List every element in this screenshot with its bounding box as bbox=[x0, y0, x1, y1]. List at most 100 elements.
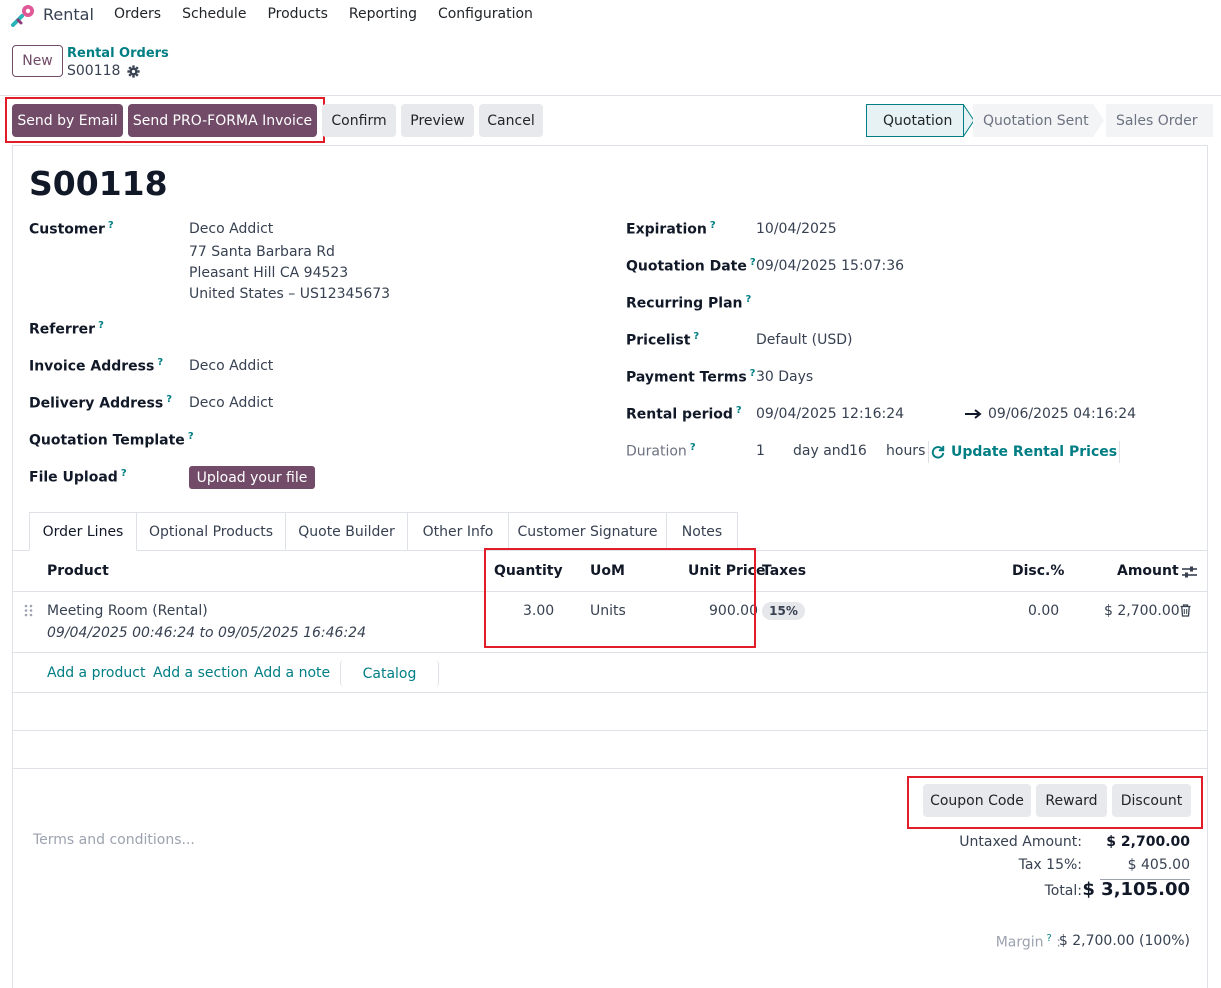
help-icon[interactable]: ? bbox=[749, 257, 756, 268]
tab-customer-signature[interactable]: Customer Signature bbox=[509, 512, 667, 551]
breadcrumb-current: S00118 bbox=[67, 63, 141, 79]
file-upload-label: File Upload? bbox=[29, 468, 127, 486]
help-icon[interactable]: ? bbox=[107, 220, 114, 231]
duration-days-field[interactable]: 1 bbox=[756, 443, 765, 459]
cancel-button[interactable]: Cancel bbox=[479, 104, 543, 137]
menu-configuration[interactable]: Configuration bbox=[437, 6, 533, 22]
tab-optional-products[interactable]: Optional Products bbox=[137, 512, 286, 551]
total-divider bbox=[1100, 879, 1190, 880]
add-note-link[interactable]: Add a note bbox=[254, 665, 331, 681]
payment-terms-field[interactable]: 30 Days bbox=[756, 369, 814, 385]
update-rental-prices-button[interactable]: Update Rental Prices bbox=[928, 441, 1121, 463]
duration-hours-unit: hours bbox=[886, 443, 926, 459]
line-discount[interactable]: 0.00 bbox=[1028, 603, 1060, 619]
tab-label: Quote Builder bbox=[298, 523, 395, 540]
menu-products[interactable]: Products bbox=[267, 6, 328, 22]
invoice-address-label: Invoice Address? bbox=[29, 357, 163, 375]
table-row-divider bbox=[12, 652, 1208, 653]
customer-name[interactable]: Deco Addict bbox=[189, 221, 274, 237]
menu-orders[interactable]: Orders bbox=[114, 6, 162, 22]
column-settings-icon[interactable] bbox=[1182, 565, 1197, 579]
confirm-button[interactable]: Confirm bbox=[322, 104, 396, 137]
help-icon[interactable]: ? bbox=[693, 331, 700, 342]
help-icon[interactable]: ? bbox=[187, 431, 194, 442]
send-proforma-button[interactable]: Send PRO-FORMA Invoice bbox=[128, 104, 317, 137]
recurring-plan-label-text: Recurring Plan bbox=[626, 295, 743, 312]
tab-order-lines[interactable]: Order Lines bbox=[29, 512, 137, 551]
tab-label: Order Lines bbox=[42, 523, 124, 540]
rental-period-label: Rental period? bbox=[626, 405, 742, 423]
line-unit-price[interactable]: 900.00 bbox=[709, 603, 758, 619]
pricelist-field[interactable]: Default (USD) bbox=[756, 332, 853, 348]
upload-file-button[interactable]: Upload your file bbox=[189, 466, 315, 489]
tab-other-info[interactable]: Other Info bbox=[408, 512, 509, 551]
duration-label: Duration? bbox=[626, 442, 696, 460]
rental-end-field[interactable]: 09/06/2025 04:16:24 bbox=[988, 406, 1137, 422]
stage-quotation-label: Quotation bbox=[883, 112, 953, 129]
help-icon[interactable]: ? bbox=[157, 357, 164, 368]
tab-notes[interactable]: Notes bbox=[667, 512, 738, 551]
help-icon[interactable]: ? bbox=[745, 294, 752, 305]
form-tabs: Order Lines Optional Products Quote Buil… bbox=[29, 512, 738, 551]
coupon-code-button[interactable]: Coupon Code bbox=[923, 784, 1031, 817]
breadcrumb-current-label: S00118 bbox=[67, 63, 121, 79]
column-taxes[interactable]: Taxes bbox=[762, 563, 807, 579]
preview-button[interactable]: Preview bbox=[401, 104, 474, 137]
add-product-link[interactable]: Add a product bbox=[47, 665, 146, 681]
help-icon[interactable]: ? bbox=[709, 220, 716, 231]
customer-label: Customer? bbox=[29, 220, 114, 238]
breadcrumb-parent[interactable]: Rental Orders bbox=[67, 46, 169, 61]
help-icon[interactable]: ? bbox=[735, 405, 742, 416]
menu-schedule[interactable]: Schedule bbox=[182, 6, 247, 22]
column-uom[interactable]: UoM bbox=[590, 563, 625, 579]
new-button[interactable]: New bbox=[12, 45, 63, 77]
stage-quotation-sent[interactable]: Quotation Sent bbox=[973, 104, 1094, 137]
column-amount[interactable]: Amount bbox=[1117, 563, 1179, 579]
rental-logo-icon[interactable] bbox=[11, 3, 37, 27]
quotation-template-label: Quotation Template? bbox=[29, 431, 194, 449]
referrer-label: Referrer? bbox=[29, 320, 104, 338]
help-icon[interactable]: ? bbox=[98, 320, 104, 331]
quotation-date-label-text: Quotation Date bbox=[626, 258, 747, 275]
column-product[interactable]: Product bbox=[47, 563, 109, 579]
help-icon[interactable]: ? bbox=[120, 468, 127, 479]
expiration-field[interactable]: 10/04/2025 bbox=[756, 221, 837, 237]
stage-quotation[interactable]: Quotation bbox=[866, 104, 964, 137]
reward-button[interactable]: Reward bbox=[1036, 784, 1107, 817]
tab-label: Other Info bbox=[422, 523, 494, 540]
delivery-address-field[interactable]: Deco Addict bbox=[189, 395, 274, 411]
expiration-label: Expiration? bbox=[626, 220, 716, 238]
gear-icon[interactable] bbox=[127, 64, 141, 78]
column-discount[interactable]: Disc.% bbox=[1012, 563, 1065, 579]
app-name[interactable]: Rental bbox=[43, 5, 94, 24]
line-product[interactable]: Meeting Room (Rental) bbox=[47, 603, 208, 619]
stage-sales-order[interactable]: Sales Order bbox=[1106, 104, 1213, 137]
column-unit-price[interactable]: Unit Price bbox=[688, 563, 766, 579]
line-uom[interactable]: Units bbox=[590, 603, 626, 619]
help-icon[interactable]: ? bbox=[749, 368, 756, 379]
payment-terms-label: Payment Terms? bbox=[626, 368, 755, 386]
status-bar: Quotation Quotation Sent Sales Order bbox=[866, 104, 1213, 137]
menu-reporting[interactable]: Reporting bbox=[348, 6, 417, 22]
tax-badge[interactable]: 15% bbox=[762, 602, 805, 620]
payment-terms-label-text: Payment Terms bbox=[626, 369, 747, 386]
discount-button[interactable]: Discount bbox=[1112, 784, 1191, 817]
line-quantity[interactable]: 3.00 bbox=[523, 603, 555, 619]
help-icon[interactable]: ? bbox=[1046, 933, 1052, 944]
add-section-link[interactable]: Add a section bbox=[153, 665, 249, 681]
trash-icon[interactable] bbox=[1180, 604, 1191, 617]
rental-start-field[interactable]: 09/04/2025 12:16:24 bbox=[756, 406, 905, 422]
quotation-date-field[interactable]: 09/04/2025 15:07:36 bbox=[756, 258, 905, 274]
tab-quote-builder[interactable]: Quote Builder bbox=[286, 512, 408, 551]
catalog-button[interactable]: Catalog bbox=[340, 660, 439, 687]
duration-hours-field[interactable]: 16 bbox=[849, 443, 867, 459]
help-icon[interactable]: ? bbox=[166, 394, 172, 405]
send-by-email-button[interactable]: Send by Email bbox=[12, 104, 123, 137]
rental-period-label-text: Rental period bbox=[626, 406, 733, 423]
column-quantity[interactable]: Quantity bbox=[494, 563, 563, 579]
help-icon[interactable]: ? bbox=[689, 442, 696, 453]
terms-conditions-field[interactable]: Terms and conditions... bbox=[33, 832, 195, 848]
drag-handle-icon[interactable] bbox=[24, 604, 33, 617]
delivery-address-label-text: Delivery Address bbox=[29, 395, 164, 412]
invoice-address-field[interactable]: Deco Addict bbox=[189, 358, 274, 374]
